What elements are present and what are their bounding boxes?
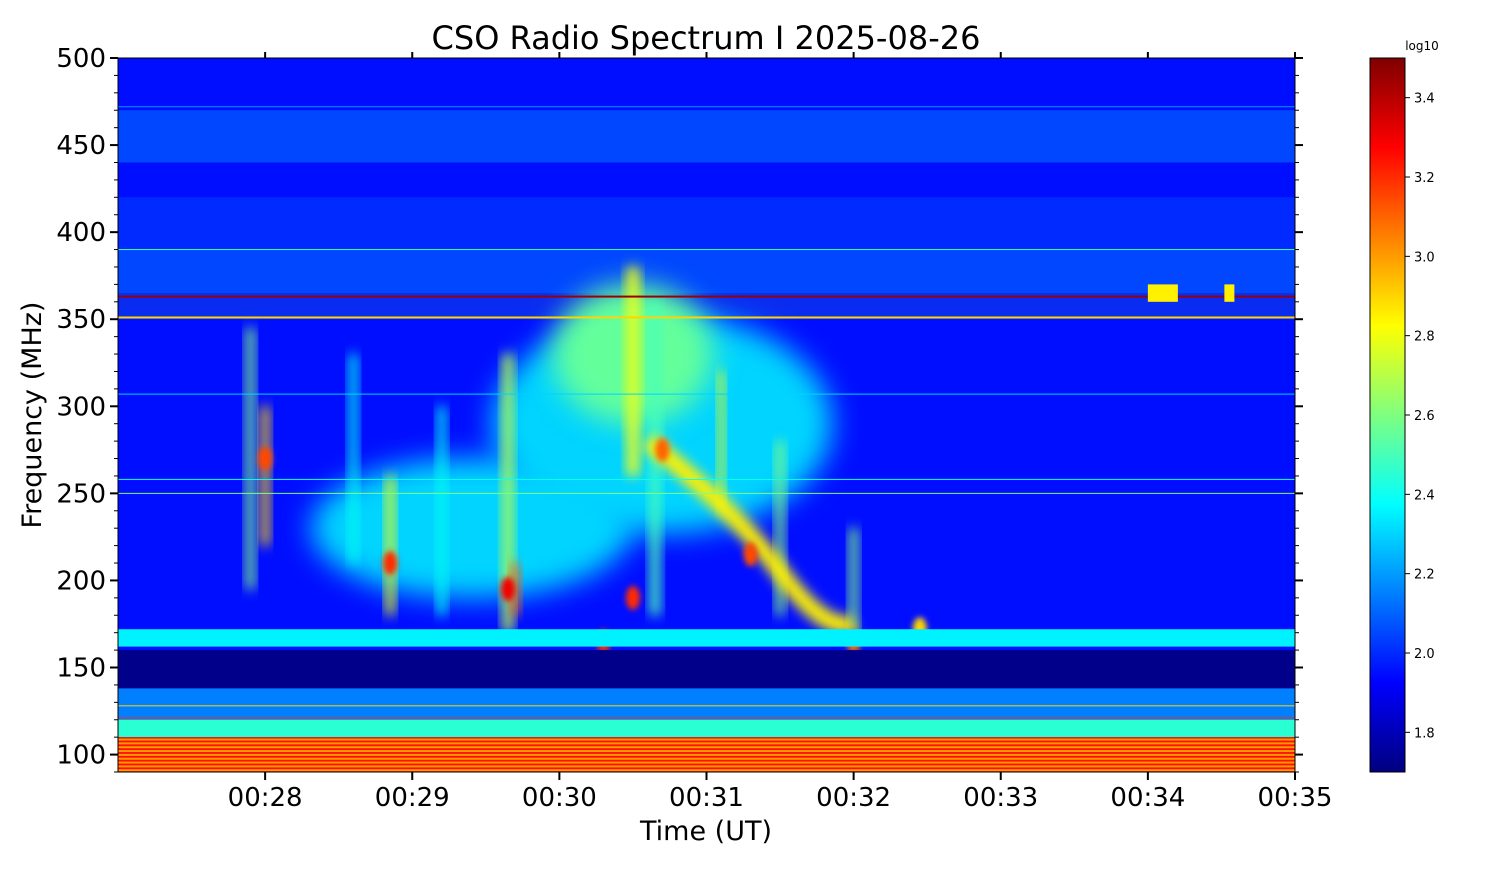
colorbar-label: log10 (1405, 39, 1439, 53)
colorbar-tick-label: 3.0 (1414, 250, 1435, 265)
burst-streak (386, 475, 395, 616)
hot-spot (625, 585, 640, 610)
y-tick-label: 500 (56, 44, 106, 74)
rfi-line (118, 316, 1295, 319)
hot-spot (258, 446, 273, 471)
fm-stripe (118, 742, 1295, 745)
y-tick-label: 350 (56, 305, 106, 335)
fm-stripe (118, 753, 1295, 756)
y-tick-label: 100 (56, 741, 106, 771)
rfi-line (118, 393, 1295, 395)
y-tick-label: 250 (56, 479, 106, 509)
burst-streak (437, 406, 446, 616)
burst-streak (718, 371, 725, 511)
x-tick-label: 00:29 (375, 783, 450, 813)
freq-band (118, 110, 1295, 163)
band-165mhz (118, 629, 1295, 647)
colorbar-ticks: 1.8 2.0 2.2 2.4 2.6 2.8 3.0 3.2 3.4 (1405, 92, 1435, 741)
colorbar-tick-label: 2.4 (1414, 488, 1435, 503)
rfi-line (118, 492, 1295, 494)
colorbar-tick-label: 2.0 (1414, 647, 1435, 662)
freq-band (118, 197, 1295, 250)
x-tick-label: 00:28 (228, 783, 303, 813)
chart-title: CSO Radio Spectrum I 2025-08-26 (432, 19, 981, 57)
burst-streak (849, 528, 858, 642)
x-axis-label: Time (UT) (639, 816, 772, 847)
hot-spot (743, 542, 758, 567)
fm-stripe (118, 761, 1295, 764)
y-tick-label: 300 (56, 392, 106, 422)
x-tick-label: 00:31 (669, 783, 744, 813)
burst-streak (511, 563, 520, 616)
y-tick-label: 200 (56, 566, 106, 596)
freq-band (118, 162, 1295, 198)
fm-stripe (118, 746, 1295, 749)
rfi-line (118, 295, 1295, 298)
fm-stripe (118, 738, 1295, 741)
rfi-line (118, 717, 1295, 719)
burst-streak (261, 406, 270, 546)
colorbar-tick-label: 2.6 (1414, 409, 1435, 424)
rfi-patch (1224, 284, 1235, 302)
drifting-ridge (642, 434, 857, 634)
freq-band (118, 249, 1295, 294)
y-tick-label: 400 (56, 218, 106, 248)
burst-streak (626, 266, 639, 476)
colorbar-tick-label: 1.8 (1414, 726, 1435, 741)
rfi-line (118, 705, 1295, 707)
x-tick-label: 00:34 (1110, 783, 1185, 813)
hot-spot (500, 577, 515, 602)
colorbar: log10 1.8 2.0 2.2 2.4 2.6 2.8 3.0 3.2 3.4 (1369, 39, 1439, 773)
x-tick-label: 00:32 (816, 783, 891, 813)
spectrogram-plot (118, 58, 1295, 772)
rfi-patch (1147, 284, 1178, 302)
hot-spot (655, 437, 670, 462)
colorbar-gradient (1369, 57, 1406, 773)
spectrogram-features (118, 58, 1295, 772)
x-tick-label: 00:30 (522, 783, 597, 813)
colorbar-tick-label: 3.2 (1414, 171, 1435, 186)
colorbar-tick-label: 2.2 (1414, 568, 1435, 583)
x-axis: 00:28 00:29 00:30 00:31 00:32 00:33 00:34 00:35 (228, 52, 1333, 813)
x-tick-label: 00:33 (963, 783, 1038, 813)
colorbar-tick-label: 2.8 (1414, 330, 1435, 345)
y-tick-label: 450 (56, 131, 106, 161)
rfi-line (118, 478, 1295, 480)
freq-band (118, 58, 1295, 111)
fm-stripe (118, 765, 1295, 768)
fm-stripe (118, 757, 1295, 760)
burst-streak (349, 354, 358, 564)
rfi-line (118, 249, 1295, 251)
hot-spot (383, 551, 398, 576)
band-115mhz (118, 719, 1295, 738)
fm-stripe (118, 750, 1295, 753)
rfi-line (118, 106, 1295, 108)
burst-streak (776, 441, 785, 616)
colorbar-tick-label: 3.4 (1414, 92, 1435, 107)
y-axis-label: Frequency (MHz) (17, 302, 48, 529)
y-tick-label: 150 (56, 654, 106, 684)
x-tick-label: 00:35 (1258, 783, 1333, 813)
y-axis: 100 150 200 250 300 350 400 450 500 (56, 44, 1303, 773)
band-gap (118, 650, 1295, 689)
burst-streak (246, 327, 255, 590)
fm-stripe (118, 769, 1295, 772)
